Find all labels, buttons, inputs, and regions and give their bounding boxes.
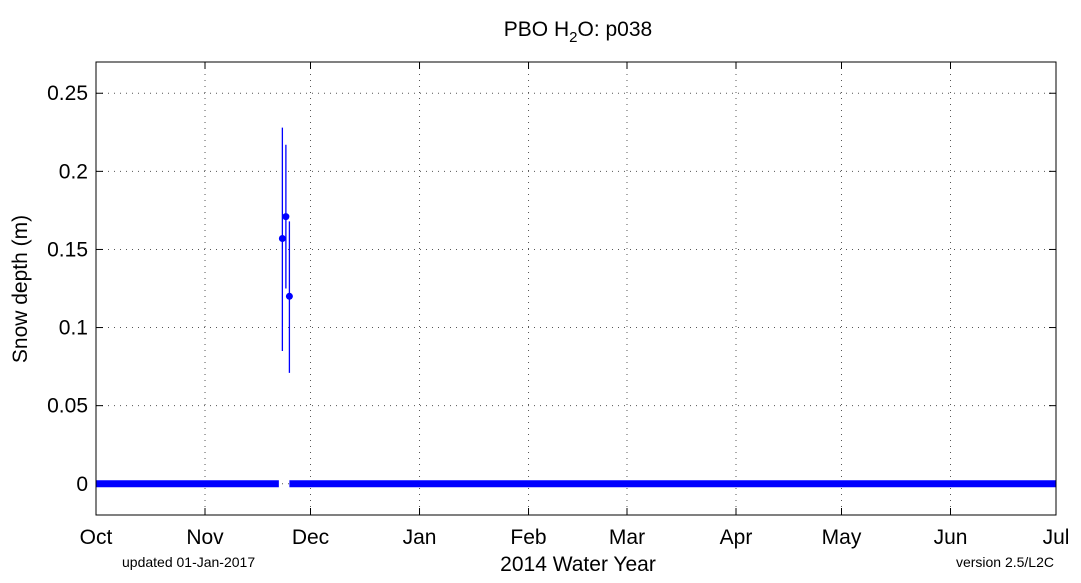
x-tick-label: Mar (609, 526, 645, 549)
version-note: version 2.5/L2C (956, 554, 1054, 570)
title-part: PBO H (504, 18, 569, 41)
y-tick-label: 0 (76, 473, 88, 496)
plot-frame (95, 61, 1057, 516)
data-point (278, 235, 286, 243)
updated-note: updated 01-Jan-2017 (122, 554, 255, 570)
y-tick-label: 0.25 (47, 82, 88, 105)
y-tick-label: 0.2 (59, 160, 88, 183)
x-tick-label: Nov (186, 526, 224, 549)
title-part: 2 (569, 29, 577, 46)
x-tick-label: Jun (934, 526, 968, 549)
x-tick-label: Feb (510, 526, 546, 549)
y-axis-label: Snow depth (m) (9, 215, 32, 363)
chart-title: PBO H2O: p038 (504, 18, 652, 46)
y-tick-label: 0.15 (47, 238, 88, 261)
x-axis-label: 2014 Water Year (500, 553, 656, 576)
y-tick-label: 0.1 (59, 317, 88, 340)
plot-area (96, 62, 1056, 515)
x-tick-label: Jul (1043, 526, 1070, 549)
x-tick-label: Apr (720, 526, 753, 549)
data-point (285, 292, 293, 300)
x-tick-label: May (822, 526, 862, 549)
y-tick-label: 0.05 (47, 395, 88, 418)
title-part: O: p038 (577, 18, 652, 41)
data-point (282, 213, 290, 221)
x-tick-label: Oct (80, 526, 113, 549)
x-tick-label: Dec (292, 526, 329, 549)
x-tick-label: Jan (403, 526, 437, 549)
